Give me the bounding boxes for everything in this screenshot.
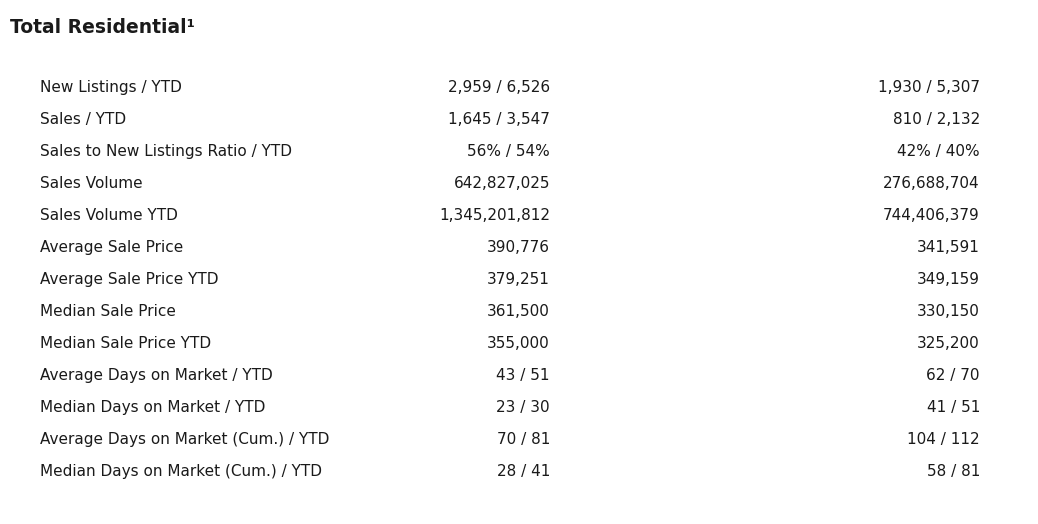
Text: 642,827,025: 642,827,025 xyxy=(454,176,550,191)
Text: 28 / 41: 28 / 41 xyxy=(496,464,550,479)
Text: 325,200: 325,200 xyxy=(918,336,980,351)
Text: Median Days on Market / YTD: Median Days on Market / YTD xyxy=(40,400,266,415)
Text: Average Sale Price: Average Sale Price xyxy=(40,240,184,255)
Text: 390,776: 390,776 xyxy=(487,240,550,255)
Text: 56% / 54%: 56% / 54% xyxy=(467,144,550,159)
Text: Average Days on Market / YTD: Average Days on Market / YTD xyxy=(40,368,273,383)
Text: Total Residential¹: Total Residential¹ xyxy=(10,18,195,37)
Text: 1,345,201,812: 1,345,201,812 xyxy=(439,208,550,223)
Text: 43 / 51: 43 / 51 xyxy=(496,368,550,383)
Text: Average Sale Price YTD: Average Sale Price YTD xyxy=(40,272,219,287)
Text: 341,591: 341,591 xyxy=(918,240,980,255)
Text: 2,959 / 6,526: 2,959 / 6,526 xyxy=(447,80,550,95)
Text: Median Days on Market (Cum.) / YTD: Median Days on Market (Cum.) / YTD xyxy=(40,464,322,479)
Text: Sales Volume: Sales Volume xyxy=(40,176,142,191)
Text: 349,159: 349,159 xyxy=(917,272,980,287)
Text: Average Days on Market (Cum.) / YTD: Average Days on Market (Cum.) / YTD xyxy=(40,432,329,447)
Text: 23 / 30: 23 / 30 xyxy=(496,400,550,415)
Text: Median Sale Price: Median Sale Price xyxy=(40,304,175,319)
Text: 41 / 51: 41 / 51 xyxy=(927,400,980,415)
Text: Sales / YTD: Sales / YTD xyxy=(40,112,127,127)
Text: Sales to New Listings Ratio / YTD: Sales to New Listings Ratio / YTD xyxy=(40,144,292,159)
Text: 104 / 112: 104 / 112 xyxy=(907,432,980,447)
Text: 810 / 2,132: 810 / 2,132 xyxy=(893,112,980,127)
Text: Sales Volume YTD: Sales Volume YTD xyxy=(40,208,177,223)
Text: Median Sale Price YTD: Median Sale Price YTD xyxy=(40,336,211,351)
Text: 62 / 70: 62 / 70 xyxy=(927,368,980,383)
Text: 379,251: 379,251 xyxy=(487,272,550,287)
Text: 355,000: 355,000 xyxy=(487,336,550,351)
Text: 330,150: 330,150 xyxy=(918,304,980,319)
Text: 1,930 / 5,307: 1,930 / 5,307 xyxy=(878,80,980,95)
Text: 1,645 / 3,547: 1,645 / 3,547 xyxy=(448,112,550,127)
Text: 70 / 81: 70 / 81 xyxy=(496,432,550,447)
Text: New Listings / YTD: New Listings / YTD xyxy=(40,80,182,95)
Text: 276,688,704: 276,688,704 xyxy=(883,176,980,191)
Text: 42% / 40%: 42% / 40% xyxy=(898,144,980,159)
Text: 361,500: 361,500 xyxy=(487,304,550,319)
Text: 744,406,379: 744,406,379 xyxy=(883,208,980,223)
Text: 58 / 81: 58 / 81 xyxy=(927,464,980,479)
